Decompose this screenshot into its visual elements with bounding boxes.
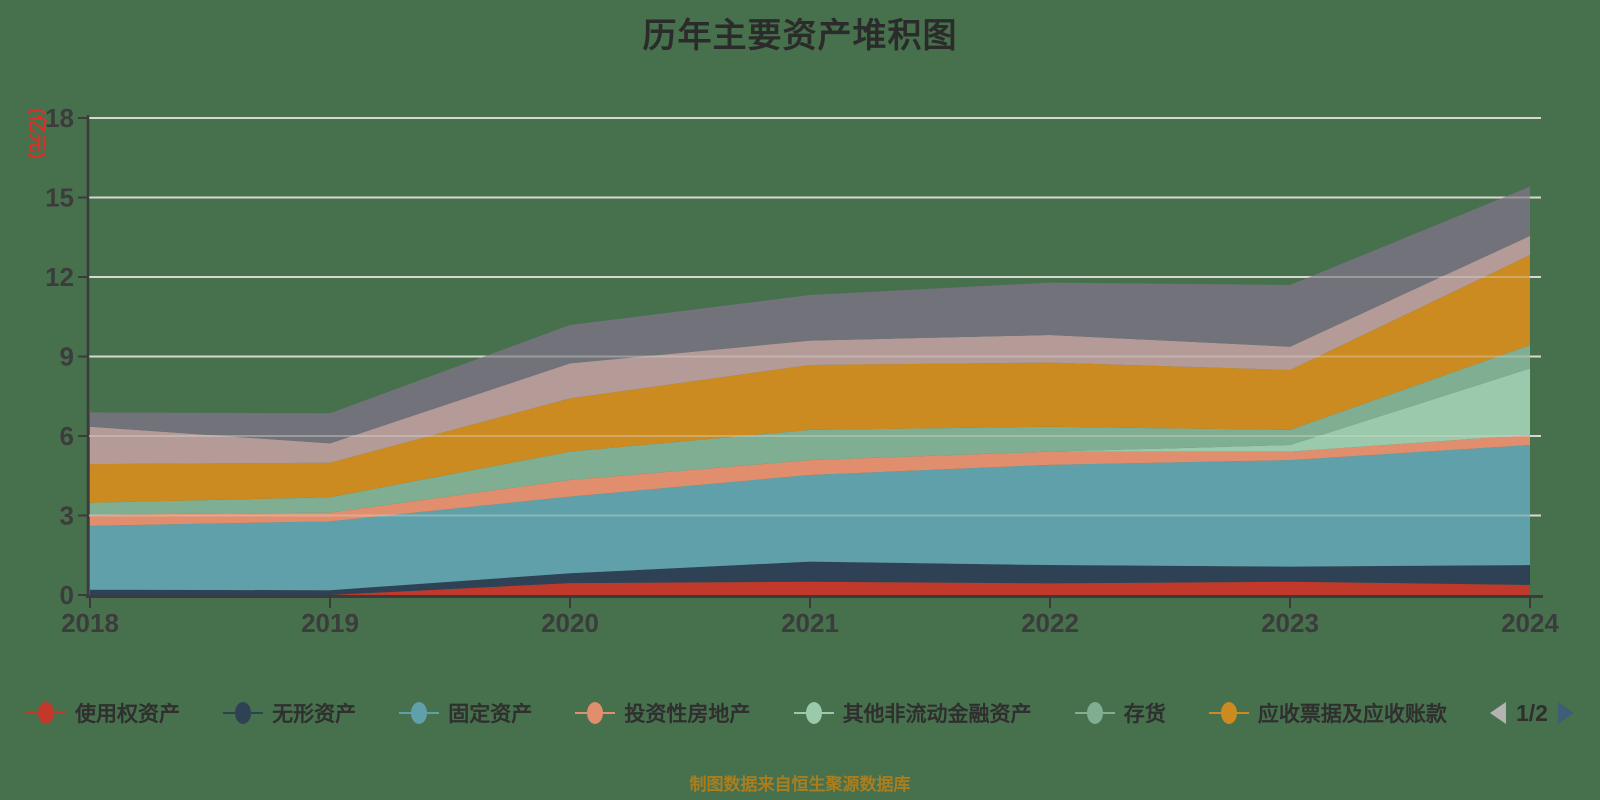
area-使用权资产 [90, 581, 1530, 595]
legend-marker-icon [399, 700, 440, 726]
y-tick-label: 12 [45, 262, 74, 292]
legend-marker-dot [235, 702, 252, 724]
area-unlabeled-9 [90, 186, 1530, 444]
chart-title: 历年主要资产堆积图 [642, 17, 958, 55]
legend-item-存货[interactable]: 存货 [1074, 698, 1166, 728]
legend-label: 其他非流动金融资产 [842, 703, 1032, 726]
x-tick-label: 2023 [1261, 608, 1319, 638]
legend-marker-icon [1208, 700, 1249, 726]
y-tick-label: 15 [45, 183, 74, 213]
legend-marker-icon [26, 700, 66, 726]
legend-label: 使用权资产 [75, 703, 180, 726]
legend-label: 固定资产 [448, 703, 533, 726]
legend-marker-icon [793, 700, 834, 726]
x-tick-label: 2024 [1501, 608, 1559, 638]
y-tick-label: 3 [60, 501, 74, 531]
legend-marker-icon [223, 700, 264, 726]
legend-marker-dot [1220, 702, 1237, 724]
legend-marker-dot [411, 702, 428, 724]
legend-item-固定资产[interactable]: 固定资产 [399, 698, 532, 728]
x-tick-label: 2018 [61, 608, 119, 638]
legend-label: 存货 [1123, 703, 1166, 726]
legend-item-投资性房地产[interactable]: 投资性房地产 [575, 698, 750, 728]
y-tick-label: 9 [60, 342, 74, 372]
legend-page-indicator: 1/2 [1515, 699, 1548, 726]
legend: 使用权资产 无形资产 固定资产 投资性房地产 其他非流动金融资产 存货 应收票据及应收账款 1… [0, 698, 1600, 728]
legend-label: 无形资产 [272, 703, 357, 726]
x-tick-label: 2020 [541, 608, 599, 638]
legend-item-其他非流动金融资产[interactable]: 其他非流动金融资产 [793, 698, 1032, 728]
legend-marker-dot [805, 702, 822, 724]
y-tick-label: 18 [45, 103, 74, 133]
area-投资性房地产 [90, 434, 1530, 526]
area-无形资产 [90, 561, 1530, 595]
area-存货 [90, 345, 1530, 515]
y-tick-label: 6 [60, 421, 74, 451]
legend-next-page-icon[interactable] [1557, 702, 1574, 724]
area-应收票据及应收账款 [90, 255, 1530, 503]
legend-item-无形资产[interactable]: 无形资产 [223, 698, 356, 728]
legend-item-应收票据及应收账款[interactable]: 应收票据及应收账款 [1208, 698, 1447, 728]
legend-label: 投资性房地产 [624, 703, 751, 726]
legend-marker-dot [587, 702, 604, 724]
area-固定资产 [90, 445, 1530, 591]
x-tick-label: 2021 [781, 608, 839, 638]
legend-item-使用权资产[interactable]: 使用权资产 [26, 698, 180, 728]
x-tick-label: 2019 [301, 608, 359, 638]
legend-marker-icon [1074, 700, 1115, 726]
area-unlabeled-8 [90, 235, 1530, 465]
legend-marker-dot [38, 702, 54, 724]
y-tick-label: 0 [60, 580, 74, 610]
x-tick-label: 2022 [1021, 608, 1079, 638]
legend-label: 应收票据及应收账款 [1257, 703, 1447, 726]
legend-prev-page-icon[interactable] [1489, 702, 1506, 724]
legend-marker-icon [575, 700, 616, 726]
legend-pager: 1/2 [1489, 699, 1574, 727]
legend-marker-dot [1086, 702, 1103, 724]
chart-source-caption: 制图数据来自恒生聚源数据库 [689, 775, 911, 794]
